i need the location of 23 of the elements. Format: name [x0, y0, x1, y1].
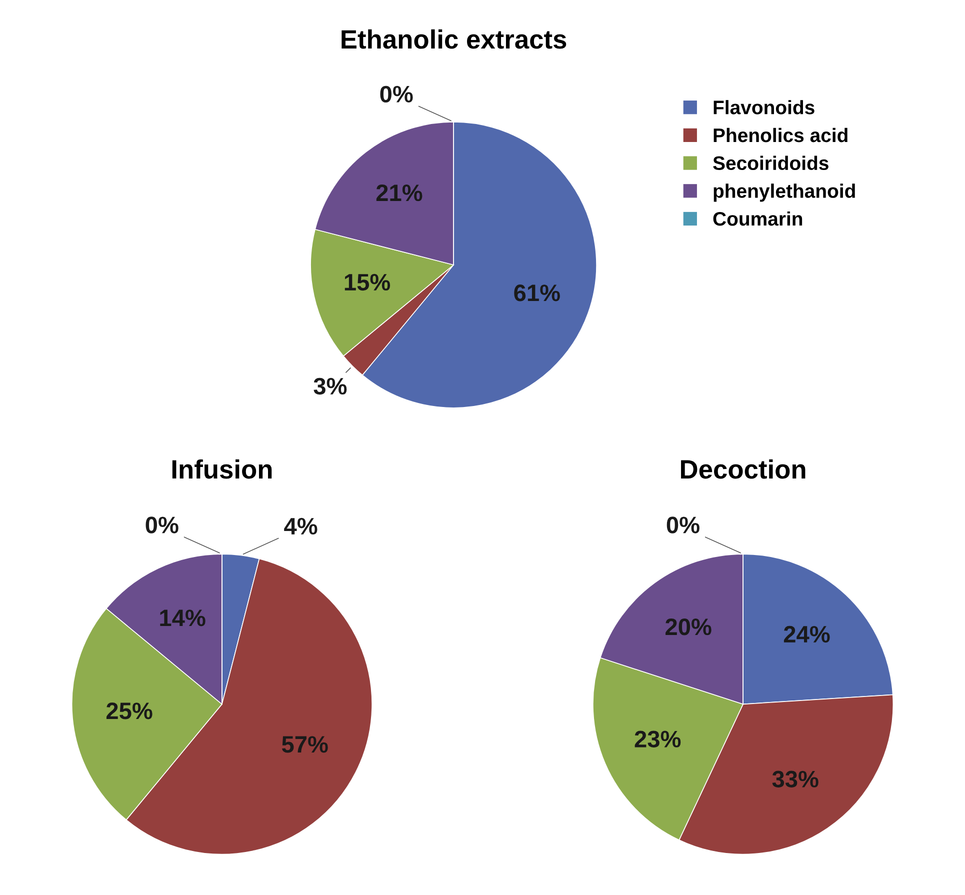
- data-label: 25%: [106, 702, 152, 720]
- data-label: 15%: [344, 274, 390, 291]
- data-label: 4%: [284, 518, 318, 535]
- text: 0%: [380, 86, 413, 103]
- data-label: 23%: [634, 730, 681, 748]
- text: 0%: [146, 516, 178, 534]
- data-label: 14%: [160, 610, 206, 626]
- legend-label: Phenolics acid: [714, 128, 848, 142]
- data-label: 3%: [314, 378, 347, 395]
- text: 0%: [666, 516, 700, 534]
- chart-title: Decoction: [681, 459, 806, 479]
- data-label: 21%: [376, 184, 422, 202]
- chart-title: Infusion: [172, 459, 272, 479]
- data-label: 57%: [282, 736, 328, 753]
- legend-label: Coumarin: [713, 211, 802, 226]
- data-label: 24%: [784, 626, 830, 643]
- data-label: 61%: [514, 284, 560, 302]
- data-label: 20%: [666, 618, 712, 636]
- data-label: 33%: [772, 770, 818, 788]
- legend-label: Secoiridoids: [713, 156, 828, 170]
- chart-title: Ethanolic extracts: [342, 29, 566, 49]
- legend-label: Flavonoids: [714, 100, 814, 114]
- legend-label: phenylethanoid: [714, 184, 855, 202]
